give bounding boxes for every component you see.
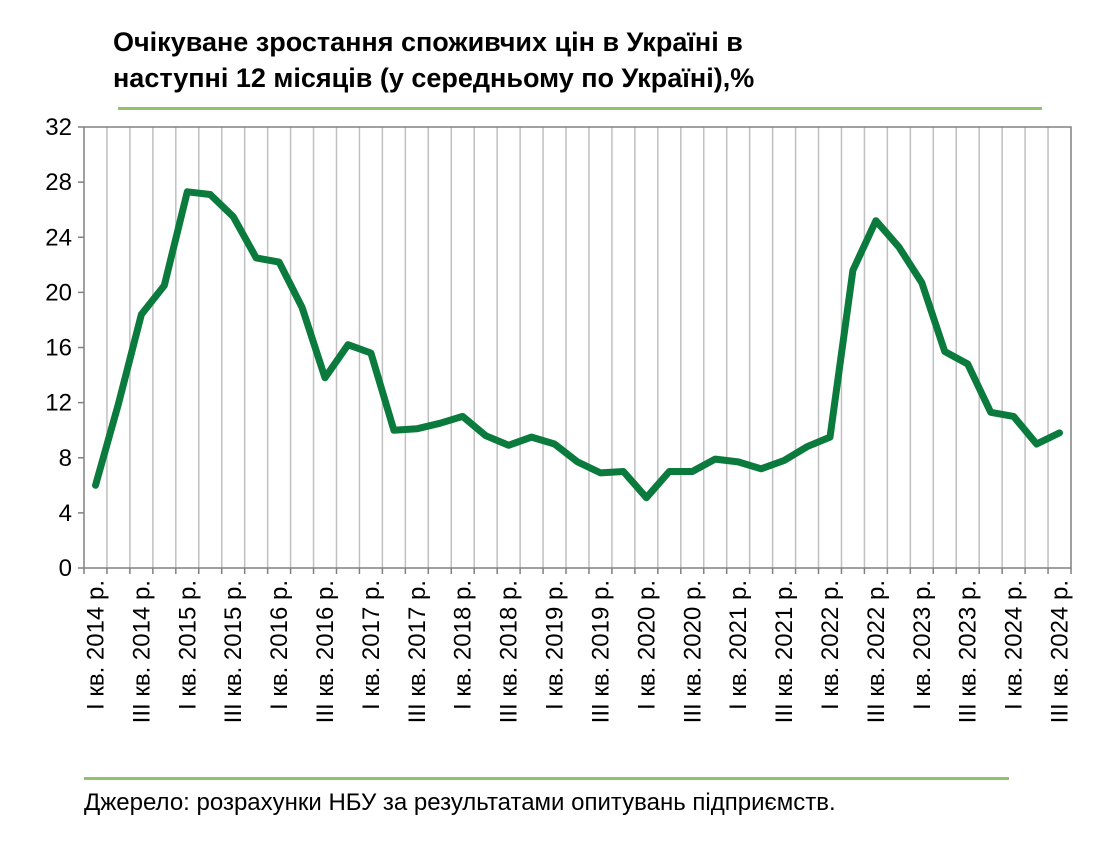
x-tick-label: III кв. 2014 р. [128,580,155,723]
x-tick-label: I кв. 2020 р. [633,580,660,710]
y-tick-label: 12 [45,390,72,417]
x-tick-label: III кв. 2020 р. [679,580,706,723]
x-tick-label: III кв. 2021 р. [771,580,798,723]
plot-frame [83,126,1072,569]
x-tick-label: III кв. 2023 р. [955,580,982,723]
x-tick-label: I кв. 2023 р. [909,580,936,710]
y-tick-label: 20 [45,279,72,306]
x-tick-label: III кв. 2019 р. [587,580,614,723]
x-tick-label: III кв. 2024 р. [1047,580,1074,723]
x-tick-label: I кв. 2019 р. [542,580,569,710]
x-tick-label: I кв. 2014 р. [82,580,109,710]
y-tick-label: 28 [45,169,72,196]
chart-title-line-2: наступні 12 місяців (у середньому по Укр… [113,63,755,93]
x-tick-label: III кв. 2018 р. [496,580,523,723]
source-divider [84,777,1009,780]
y-tick-label: 0 [59,555,72,582]
title-divider [118,107,1042,110]
x-tick-label: I кв. 2017 р. [358,580,385,710]
y-tick-label: 4 [59,500,72,527]
x-tick-label: I кв. 2021 р. [725,580,752,710]
x-tick-label: III кв. 2022 р. [863,580,890,723]
x-tick-label: I кв. 2022 р. [817,580,844,710]
y-tick-label: 32 [45,114,72,141]
source-note: Джерело: розрахунки НБУ за результатами … [84,789,836,816]
x-tick-label: I кв. 2016 р. [266,580,293,710]
x-tick-label: III кв. 2017 р. [404,580,431,723]
chart-title-line-1: Очікуване зростання споживчих цін в Укра… [113,27,743,57]
x-tick-label: I кв. 2018 р. [450,580,477,710]
x-tick-label: I кв. 2015 р. [174,580,201,710]
y-tick-label: 16 [45,335,72,362]
chart-title: Очікуване зростання споживчих цін в Укра… [113,24,1013,96]
x-tick-label: I кв. 2024 р. [1001,580,1028,710]
x-tick-label: III кв. 2015 р. [220,580,247,723]
x-tick-label: III кв. 2016 р. [312,580,339,723]
series-line [92,188,1063,502]
y-tick-label: 24 [45,224,72,251]
y-tick-label: 8 [59,445,72,472]
